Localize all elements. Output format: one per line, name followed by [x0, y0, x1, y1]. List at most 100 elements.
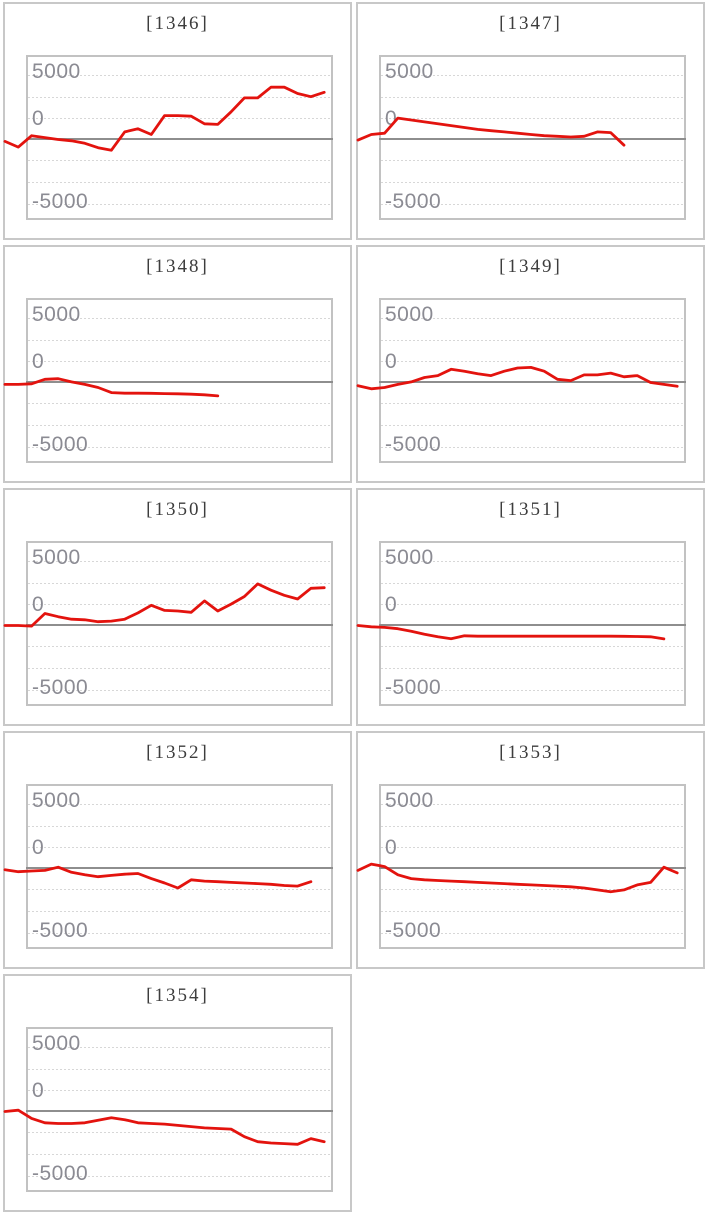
zero-baseline	[379, 867, 686, 869]
gridline	[28, 118, 331, 119]
y-axis-label-minus5000: -5000	[32, 676, 89, 699]
chart-panel: [1353] 5000 0 -5000	[356, 731, 705, 969]
gridline	[381, 826, 684, 827]
y-axis-label-0: 0	[385, 836, 398, 859]
chart-title: [1348]	[146, 256, 209, 277]
plot-area: 5000 0 -5000	[379, 541, 686, 706]
gridline	[381, 911, 684, 912]
gridline	[381, 425, 684, 426]
gridline	[28, 1132, 331, 1133]
gridline	[28, 318, 331, 319]
y-axis-label-0: 0	[32, 1079, 45, 1102]
gridline	[28, 690, 331, 691]
gridline	[28, 847, 331, 848]
y-axis-label-minus5000: -5000	[385, 919, 442, 942]
plot-area: 5000 0 -5000	[379, 55, 686, 220]
chart-panel: [1351] 5000 0 -5000	[356, 488, 705, 726]
y-axis-label-0: 0	[385, 350, 398, 373]
gridline	[381, 583, 684, 584]
y-axis-label-minus5000: -5000	[32, 919, 89, 942]
y-axis-label-5000: 5000	[32, 789, 81, 812]
chart-title: [1352]	[146, 742, 209, 763]
plot-area: 5000 0 -5000	[26, 541, 333, 706]
y-axis-label-5000: 5000	[32, 1032, 81, 1055]
chart-title: [1354]	[146, 985, 209, 1006]
gridline	[28, 1176, 331, 1177]
gridline	[381, 75, 684, 76]
gridline	[28, 204, 331, 205]
gridline	[381, 204, 684, 205]
gridline	[28, 604, 331, 605]
gridline	[28, 1154, 331, 1155]
zero-baseline	[26, 381, 333, 383]
gridline	[28, 160, 331, 161]
gridline	[28, 889, 331, 890]
gridline	[28, 583, 331, 584]
gridline	[28, 804, 331, 805]
gridline	[28, 933, 331, 934]
gridline	[381, 447, 684, 448]
y-axis-label-5000: 5000	[385, 789, 434, 812]
y-axis-label-5000: 5000	[385, 303, 434, 326]
gridline	[381, 646, 684, 647]
gridline	[28, 668, 331, 669]
y-axis-label-minus5000: -5000	[385, 433, 442, 456]
plot-area: 5000 0 -5000	[26, 55, 333, 220]
gridline	[28, 561, 331, 562]
chart-title: [1346]	[146, 13, 209, 34]
y-axis-label-5000: 5000	[385, 60, 434, 83]
chart-panel: [1352] 5000 0 -5000	[3, 731, 352, 969]
chart-panel: [1346] 5000 0 -5000	[3, 2, 352, 240]
y-axis-label-0: 0	[32, 107, 45, 130]
chart-title: [1353]	[499, 742, 562, 763]
gridline	[381, 97, 684, 98]
gridline	[381, 361, 684, 362]
gridline	[28, 826, 331, 827]
chart-title: [1351]	[499, 499, 562, 520]
gridline	[28, 75, 331, 76]
plot-area: 5000 0 -5000	[26, 298, 333, 463]
gridline	[28, 646, 331, 647]
plot-area: 5000 0 -5000	[379, 298, 686, 463]
gridline	[28, 403, 331, 404]
chart-title: [1350]	[146, 499, 209, 520]
y-axis-label-0: 0	[32, 593, 45, 616]
zero-baseline	[379, 138, 686, 140]
zero-baseline	[379, 624, 686, 626]
gridline	[381, 403, 684, 404]
gridline	[28, 361, 331, 362]
gridline	[28, 447, 331, 448]
chart-panel: [1350] 5000 0 -5000	[3, 488, 352, 726]
y-axis-label-minus5000: -5000	[32, 433, 89, 456]
gridline	[381, 340, 684, 341]
gridline	[381, 690, 684, 691]
y-axis-label-minus5000: -5000	[32, 1162, 89, 1185]
y-axis-label-0: 0	[32, 836, 45, 859]
gridline	[28, 97, 331, 98]
zero-baseline	[26, 624, 333, 626]
y-axis-label-minus5000: -5000	[385, 190, 442, 213]
chart-title: [1349]	[499, 256, 562, 277]
gridline	[28, 1047, 331, 1048]
gridline	[381, 118, 684, 119]
y-axis-label-minus5000: -5000	[32, 190, 89, 213]
gridline	[381, 318, 684, 319]
gridline	[28, 182, 331, 183]
y-axis-label-0: 0	[385, 593, 398, 616]
plot-area: 5000 0 -5000	[379, 784, 686, 949]
chart-panel: [1348] 5000 0 -5000	[3, 245, 352, 483]
gridline	[381, 847, 684, 848]
y-axis-label-5000: 5000	[32, 303, 81, 326]
y-axis-label-5000: 5000	[32, 60, 81, 83]
y-axis-label-minus5000: -5000	[385, 676, 442, 699]
zero-baseline	[26, 867, 333, 869]
chart-title: [1347]	[499, 13, 562, 34]
gridline	[381, 604, 684, 605]
plot-area: 5000 0 -5000	[26, 784, 333, 949]
gridline	[28, 425, 331, 426]
zero-baseline	[26, 1110, 333, 1112]
gridline	[381, 804, 684, 805]
zero-baseline	[26, 138, 333, 140]
y-axis-label-5000: 5000	[32, 546, 81, 569]
